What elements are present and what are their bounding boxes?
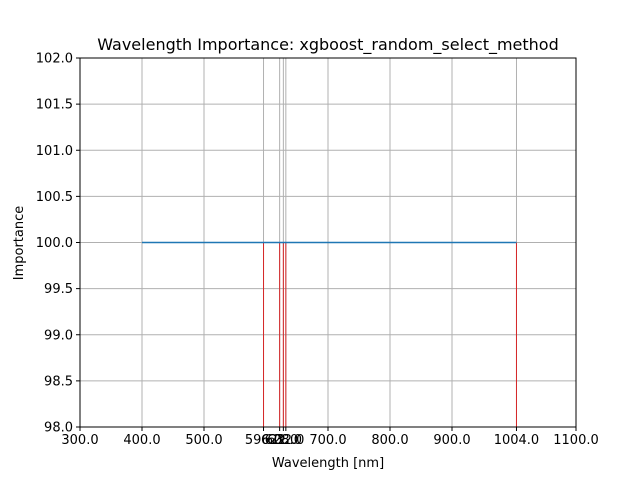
x-tick-label: 1004.0 (494, 433, 540, 448)
x-tick-label: 628.0 (265, 433, 302, 448)
x-tick-label: 800.0 (371, 433, 408, 448)
x-tick-label: 596.0 (245, 433, 282, 448)
x-tick-label: 500.0 (185, 433, 222, 448)
y-tick-label: 100.0 (36, 236, 73, 251)
chart-title: Wavelength Importance: xgboost_random_se… (97, 35, 559, 55)
y-axis-label: Importance (12, 206, 27, 281)
x-tick-label: 622.0 (261, 433, 298, 448)
x-tick-label: 900.0 (433, 433, 470, 448)
y-tick-label: 100.5 (36, 190, 73, 205)
x-tick-label: 1100.0 (553, 433, 599, 448)
x-tick-label: 300.0 (61, 433, 98, 448)
y-tick-label: 102.0 (36, 52, 73, 67)
y-tick-label: 98.5 (44, 374, 73, 389)
y-tick-label: 101.0 (36, 144, 73, 159)
y-tick-label: 98.0 (44, 421, 73, 436)
selected-wavelength-layer (263, 242, 517, 427)
x-tick-label: 632.0 (267, 433, 304, 448)
x-axis-label: Wavelength [nm] (272, 456, 384, 471)
x-tick-label: 700.0 (309, 433, 346, 448)
y-tick-label: 101.5 (36, 98, 73, 113)
x-tick-label: 400.0 (123, 433, 160, 448)
y-tick-label: 99.5 (44, 282, 73, 297)
y-tick-label: 99.0 (44, 328, 73, 343)
